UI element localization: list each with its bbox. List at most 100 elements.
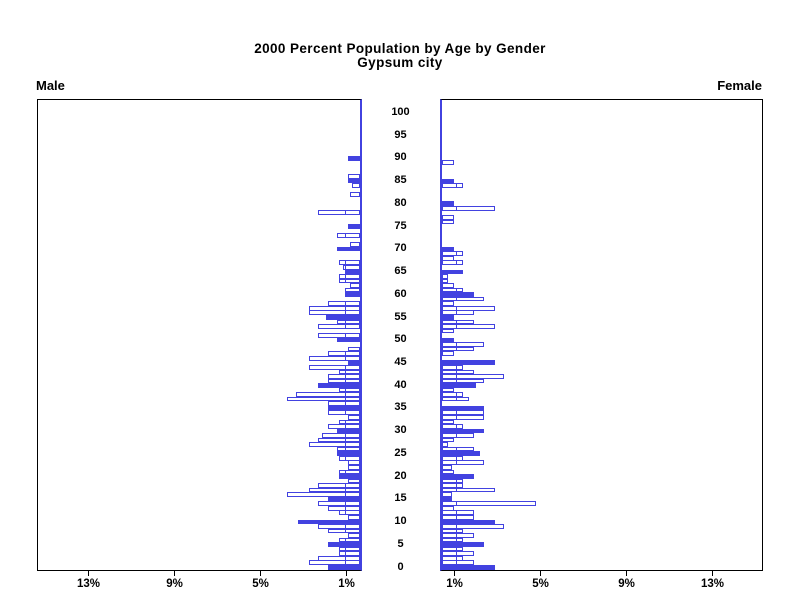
age-tick-label-15: 15 — [394, 492, 407, 505]
one-percent-ref-tick — [456, 392, 457, 397]
one-percent-ref-tick — [345, 369, 346, 375]
female-bar-age-30 — [442, 428, 484, 434]
one-percent-ref-tick — [345, 505, 346, 511]
male-bar-age-8 — [328, 528, 360, 534]
one-percent-ref-tick — [345, 442, 346, 447]
male-bar-age-31 — [328, 424, 360, 429]
one-percent-ref-tick — [345, 378, 346, 384]
male-bar-age-41 — [328, 378, 360, 384]
male-bar-age-60 — [345, 292, 360, 297]
male-bar-age-57 — [309, 305, 360, 311]
one-percent-ref-tick — [345, 392, 346, 397]
one-percent-ref-tick — [456, 183, 457, 188]
male-pct-tick-9 — [174, 571, 175, 576]
female-bar-age-89 — [442, 160, 454, 166]
female-bar-age-40 — [442, 383, 476, 388]
one-percent-ref-tick — [345, 487, 346, 493]
one-percent-ref-tick — [456, 346, 457, 352]
male-bar-age-85 — [348, 178, 360, 184]
male-bar-age-20 — [339, 474, 360, 479]
female-bar-age-11 — [442, 515, 474, 520]
female-bar-age-53 — [442, 324, 495, 329]
male-bar-age-16 — [287, 492, 360, 497]
male-bar-age-6 — [339, 537, 360, 543]
female-bar-age-61 — [442, 287, 463, 293]
female-bar-age-63 — [442, 278, 448, 284]
one-percent-ref-tick — [456, 533, 457, 538]
male-bar-age-1 — [309, 560, 360, 566]
female-bar-age-56 — [442, 310, 474, 316]
male-bar-age-24 — [339, 455, 360, 461]
female-bar-age-29 — [442, 433, 474, 438]
male-bar-age-42 — [328, 374, 360, 379]
one-percent-ref-tick — [456, 460, 457, 466]
age-tick-label-65: 65 — [394, 265, 407, 278]
male-bar-age-3 — [339, 551, 360, 556]
one-percent-ref-tick — [345, 310, 346, 316]
one-percent-ref-tick — [456, 319, 457, 325]
male-pct-tick-1 — [346, 571, 347, 576]
one-percent-ref-tick — [345, 546, 346, 552]
one-percent-ref-tick — [345, 424, 346, 429]
male-bar-age-12 — [339, 510, 360, 516]
one-percent-ref-tick — [345, 560, 346, 566]
female-pct-tick-label-13: 13% — [700, 578, 725, 590]
one-percent-ref-tick — [345, 455, 346, 461]
one-percent-ref-tick — [345, 333, 346, 338]
female-bar-age-49 — [442, 342, 484, 347]
female-bar-age-59 — [442, 296, 484, 302]
one-percent-ref-tick — [456, 510, 457, 516]
female-bar-age-12 — [442, 510, 474, 516]
female-bar-age-77 — [442, 215, 454, 220]
male-bar-age-47 — [328, 351, 360, 356]
male-bar-age-11 — [348, 515, 360, 520]
one-percent-ref-tick — [456, 551, 457, 556]
male-bar-age-14 — [318, 501, 360, 506]
one-percent-ref-tick — [456, 374, 457, 379]
female-bar-age-42 — [442, 374, 504, 379]
female-bar-age-27 — [442, 442, 448, 447]
male-bar-age-7 — [348, 533, 360, 538]
female-bar-age-28 — [442, 437, 454, 443]
one-percent-ref-tick — [345, 524, 346, 529]
one-percent-ref-tick — [345, 419, 346, 425]
female-bar-age-68 — [442, 255, 454, 261]
female-bar-age-5 — [442, 542, 484, 547]
female-bar-age-15 — [442, 496, 452, 502]
one-percent-ref-tick — [456, 478, 457, 484]
one-percent-ref-tick — [345, 374, 346, 379]
one-percent-ref-tick — [345, 274, 346, 279]
one-percent-ref-tick — [456, 342, 457, 347]
one-percent-ref-tick — [456, 296, 457, 302]
male-bar-age-64 — [339, 274, 360, 279]
age-tick-label-45: 45 — [394, 355, 407, 368]
one-percent-ref-tick — [345, 260, 346, 266]
one-percent-ref-tick — [456, 415, 457, 420]
one-percent-ref-tick — [456, 515, 457, 520]
one-percent-ref-tick — [345, 510, 346, 516]
one-percent-ref-tick — [456, 369, 457, 375]
female-bar-age-80 — [442, 201, 454, 206]
male-bar-age-73 — [337, 233, 360, 238]
male-bar-age-67 — [339, 260, 360, 266]
one-percent-ref-tick — [345, 446, 346, 452]
age-tick-label-80: 80 — [394, 196, 407, 209]
one-percent-ref-tick — [345, 301, 346, 306]
male-pct-tick-label-13: 13% — [76, 578, 101, 590]
male-pct-tick-5 — [260, 571, 261, 576]
one-percent-ref-tick — [456, 396, 457, 402]
female-bar-age-24 — [442, 455, 463, 461]
female-bar-age-43 — [442, 369, 474, 375]
female-pct-tick-13 — [712, 571, 713, 576]
female-bar-age-33 — [442, 415, 484, 420]
male-axis-label: Male — [36, 78, 65, 93]
age-tick-label-100: 100 — [391, 106, 410, 118]
female-bar-age-69 — [442, 251, 463, 256]
male-bar-age-78 — [318, 210, 360, 216]
female-bar-age-62 — [442, 283, 454, 288]
age-tick-label-85: 85 — [394, 174, 407, 187]
age-tick-label-5: 5 — [397, 537, 404, 550]
male-bar-age-90 — [348, 155, 360, 161]
female-bar-age-13 — [442, 505, 454, 511]
male-bar-age-34 — [328, 410, 360, 416]
